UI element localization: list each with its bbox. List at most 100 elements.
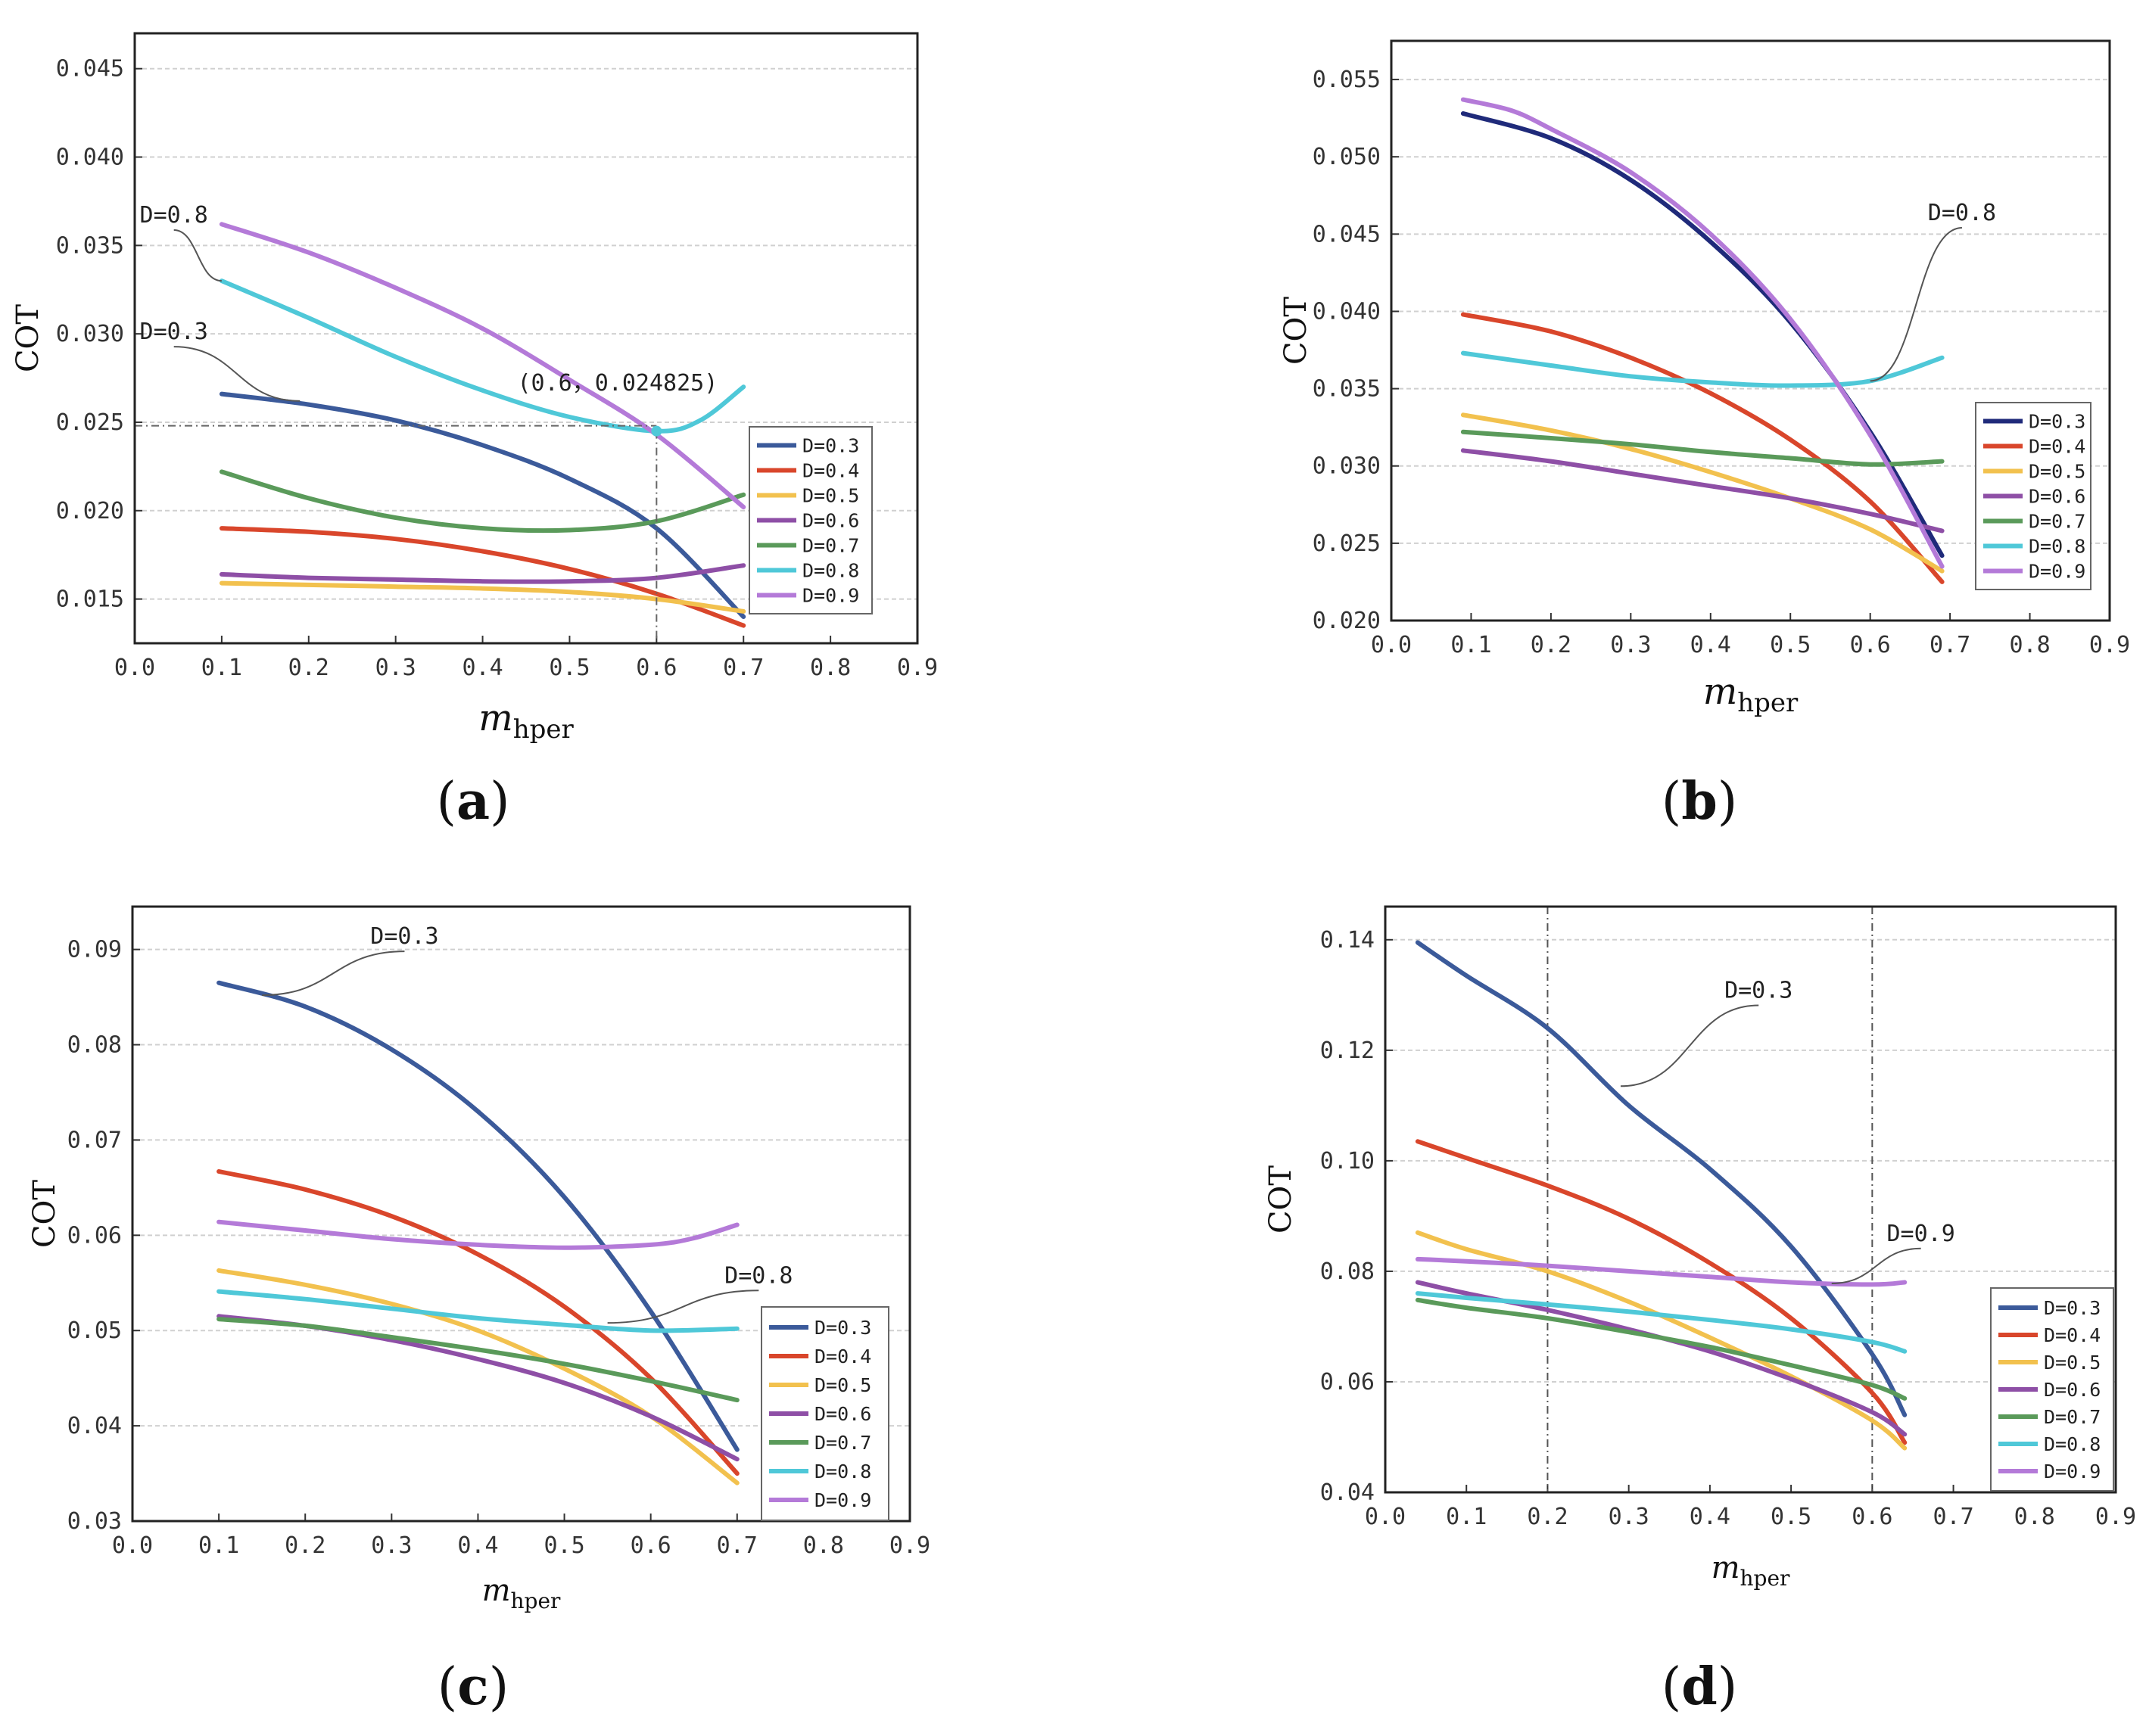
ytick-label: 0.025	[1313, 530, 1381, 557]
axes-frame	[1390, 39, 2111, 622]
legend-label: D=0.4	[814, 1346, 871, 1367]
series-line-D=0.9	[216, 1219, 740, 1250]
ytick-label: 0.035	[56, 232, 124, 259]
legend: D=0.3 D=0.4 D=0.5 D=0.6 D=0.7 D=0.8 D=0.9	[749, 426, 873, 614]
annotation-label: D=0.3	[1724, 977, 1792, 1003]
legend-label: D=0.6	[2029, 486, 2085, 508]
ytick-label: 0.030	[56, 321, 124, 347]
panel-c: 0.03 0.04 0.05 0.06 0.07 0.08 0.09 0.0 0.1 0.2 0.3…	[27, 905, 930, 1613]
series-line-D=0.3	[219, 391, 746, 619]
y-axis-title: COT	[27, 1180, 62, 1248]
axes-frame	[131, 905, 911, 1523]
series-line-D=0.3	[216, 980, 740, 1452]
annotation-point	[651, 425, 662, 437]
xtick-label: 0.8	[803, 1532, 844, 1559]
legend-label: D=0.5	[2044, 1352, 2101, 1374]
ytick-label: 0.04	[1320, 1479, 1375, 1506]
xtick-label: 0.8	[810, 655, 851, 681]
legend-label: D=0.3	[2044, 1297, 2101, 1319]
xtick-label: 0.6	[1852, 1504, 1892, 1530]
xtick-label: 0.8	[2009, 632, 2050, 658]
xtick-label: 0.3	[1609, 1504, 1649, 1530]
xtick-label: 0.6	[636, 655, 677, 681]
xtick-label: 0.4	[1690, 1504, 1730, 1530]
series-line-D=0.8	[216, 1289, 740, 1333]
panel-label-b: (b)	[1662, 771, 1738, 832]
ytick-label: 0.030	[1313, 453, 1381, 480]
ytick-label: 0.08	[1320, 1258, 1375, 1285]
xtick-label: 0.0	[1365, 1504, 1406, 1530]
legend-label: D=0.7	[2029, 511, 2085, 533]
xtick-label: 0.9	[897, 655, 938, 681]
ytick-label: 0.040	[56, 145, 124, 171]
xtick-label: 0.0	[1371, 632, 1412, 658]
ytick-label: 0.045	[56, 56, 124, 82]
legend-label: D=0.9	[2029, 561, 2085, 583]
ytick-label: 0.06	[1320, 1369, 1375, 1395]
legend-label: D=0.7	[802, 535, 859, 557]
legend-label: D=0.8	[814, 1461, 871, 1482]
xtick-label: 0.2	[288, 655, 329, 681]
annotation-label: D=0.8	[1928, 200, 1996, 226]
xtick-label: 0.3	[1610, 632, 1651, 658]
xtick-label: 0.3	[375, 655, 416, 681]
xtick-label: 0.7	[717, 1532, 758, 1559]
ytick-label: 0.020	[1313, 608, 1381, 634]
ytick-label: 0.020	[56, 498, 124, 524]
legend-label: D=0.4	[2044, 1324, 2101, 1346]
ytick-label: 0.07	[67, 1127, 122, 1153]
legend: D=0.3 D=0.4 D=0.5 D=0.6 D=0.7 D=0.8 D=0.9	[761, 1306, 889, 1521]
annotation-label: D=0.3	[140, 319, 208, 345]
series-line-D=0.4	[1415, 1139, 1908, 1445]
ytick-label: 0.015	[56, 586, 124, 613]
panel-b: 0.020 0.025 0.030 0.035 0.040 0.045 0.050 0.055…	[1279, 39, 2130, 718]
xtick-label: 0.0	[112, 1532, 153, 1559]
axes-frame	[1384, 905, 2117, 1494]
panel-d: 0.04 0.06 0.08 0.10 0.12 0.14 0.0 0.1 0.2 0.3 0.4 0…	[1263, 905, 2136, 1591]
ytick-label: 0.10	[1320, 1148, 1375, 1174]
series-line-D=0.3	[1415, 940, 1908, 1417]
panel-label-d: (d)	[1662, 1657, 1738, 1717]
ytick-label: 0.09	[67, 937, 122, 963]
series-line-D=0.5	[1460, 412, 1945, 574]
xtick-label: 0.3	[371, 1532, 412, 1559]
annotation-leader	[1831, 1247, 1921, 1284]
legend-label: D=0.9	[814, 1489, 871, 1511]
annotation-leader	[262, 950, 405, 997]
xtick-label: 0.4	[462, 655, 503, 681]
ytick-label: 0.045	[1313, 221, 1381, 247]
legend-label: D=0.7	[814, 1432, 871, 1454]
series-line-D=0.8	[1415, 1291, 1908, 1354]
legend-label: D=0.3	[2029, 411, 2085, 433]
series-line-D=0.8	[219, 278, 746, 434]
series-line-D=0.4	[1460, 312, 1945, 584]
xtick-label: 0.5	[1770, 632, 1811, 658]
annotation-leader	[1870, 226, 1962, 382]
series-line-D=0.9	[1415, 1256, 1908, 1287]
xtick-label: 0.1	[198, 1532, 239, 1559]
y-axis-title: COT	[1263, 1165, 1298, 1234]
legend-label: D=0.3	[802, 435, 859, 457]
legend-label: D=0.8	[802, 560, 859, 582]
ytick-label: 0.08	[67, 1032, 122, 1059]
ytick-label: 0.035	[1313, 376, 1381, 403]
xtick-label: 0.6	[631, 1532, 671, 1559]
xtick-label: 0.1	[1446, 1504, 1487, 1530]
xtick-label: 0.2	[1531, 632, 1571, 658]
series-line-D=0.6	[1460, 448, 1945, 534]
legend: D=0.3 D=0.4 D=0.5 D=0.6 D=0.7 D=0.8 D=0.9	[1990, 1287, 2114, 1492]
ytick-label: 0.03	[67, 1508, 122, 1535]
xtick-label: 0.7	[1933, 1504, 1973, 1530]
ytick-label: 0.06	[67, 1222, 122, 1249]
ytick-label: 0.025	[56, 409, 124, 436]
legend-label: D=0.5	[802, 485, 859, 507]
xtick-label: 0.9	[2095, 1504, 2136, 1530]
annotation-leader	[607, 1290, 759, 1324]
series-line-D=0.7	[1460, 429, 1945, 467]
series-line-D=0.7	[216, 1317, 740, 1403]
xtick-label: 0.7	[1930, 632, 1970, 658]
y-axis-title: COT	[11, 304, 45, 372]
legend-label: D=0.3	[814, 1317, 871, 1339]
xtick-label: 0.5	[549, 655, 590, 681]
